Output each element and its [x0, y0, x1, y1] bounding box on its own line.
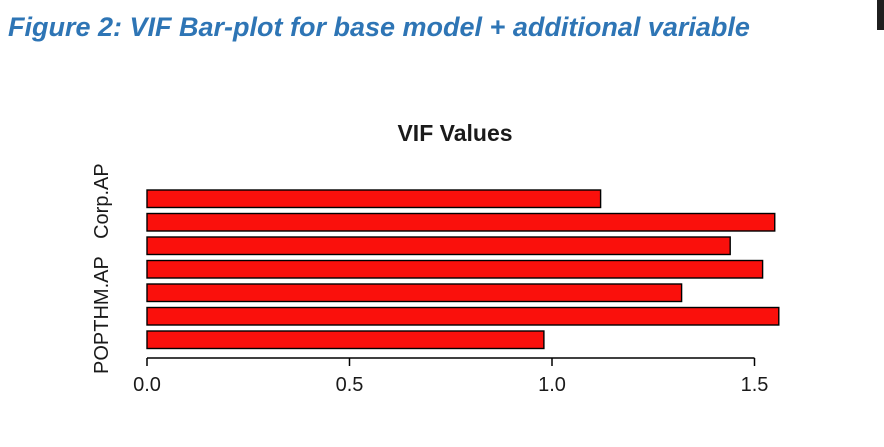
y-axis-label: Corp.AP — [91, 163, 113, 239]
page-corner-mark — [877, 0, 884, 30]
chart-title: VIF Values — [397, 120, 512, 146]
bar-4 — [146, 283, 683, 303]
bar-6 — [146, 330, 545, 350]
x-axis-tick-label: 1.5 — [741, 374, 769, 396]
bar-3 — [146, 259, 764, 279]
y-axis-label: POPTHM.AP — [91, 256, 113, 374]
bar-5 — [146, 306, 780, 326]
figure-caption: Figure 2: VIF Bar-plot for base model + … — [8, 12, 750, 42]
x-axis-tick-label: 0.5 — [336, 374, 364, 396]
bar-1 — [146, 212, 776, 232]
bar-2 — [146, 236, 731, 256]
bar-0 — [146, 189, 602, 209]
x-axis-tick-label: 0.0 — [133, 374, 161, 396]
x-axis-tick-label: 1.0 — [538, 374, 566, 396]
